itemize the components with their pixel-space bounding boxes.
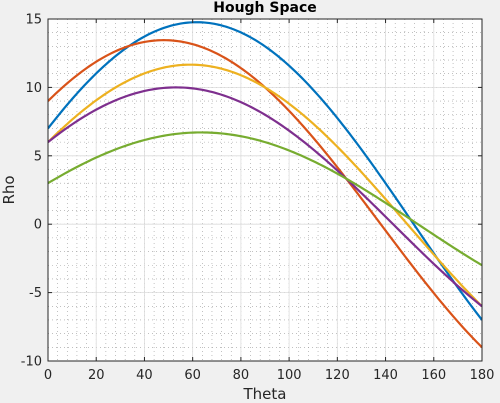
tick-labels: 0 20 40 60 80 100 120 140 160 180 -10 -5 0 5 10 15: [21, 13, 495, 384]
x-tick-label: 120: [325, 368, 350, 383]
x-tick-label: 20: [88, 368, 105, 383]
x-tick-label: 180: [470, 368, 495, 383]
series-layer: [48, 21, 482, 349]
series-line-5: [48, 131, 482, 267]
y-tick-label: -10: [21, 355, 42, 370]
x-tick-label: 160: [421, 368, 446, 383]
series-line-4: [48, 86, 482, 308]
series-line-3: [48, 63, 482, 308]
y-tick-label: 0: [34, 218, 42, 233]
chart-title: Hough Space: [213, 0, 317, 16]
y-tick-label: 10: [25, 81, 42, 96]
x-tick-label: 40: [136, 368, 153, 383]
y-tick-label: -5: [29, 286, 42, 301]
ticks: [47, 18, 483, 362]
plot-area: [48, 19, 482, 361]
y-tick-label: 15: [25, 13, 42, 28]
y-tick-label: 5: [34, 149, 42, 164]
x-tick-label: 60: [184, 368, 201, 383]
y-axis-label: Rho: [0, 175, 18, 204]
x-tick-label: 100: [277, 368, 302, 383]
axes-box: [47, 18, 483, 362]
x-tick-label: 140: [373, 368, 398, 383]
x-tick-label: 0: [44, 368, 52, 383]
x-axis-label: Theta: [243, 385, 287, 403]
x-tick-label: 80: [233, 368, 250, 383]
